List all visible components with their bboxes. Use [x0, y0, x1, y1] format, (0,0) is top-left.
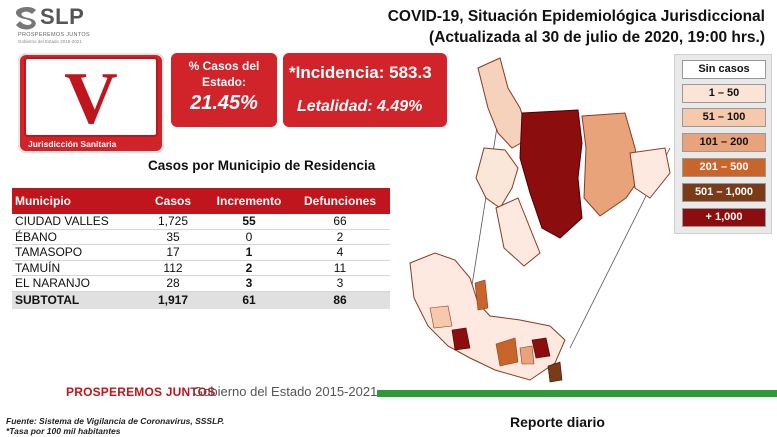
header-municipio: Municipio — [15, 194, 71, 208]
cell-defunciones: 11 — [333, 260, 347, 275]
map-state-region-b — [451, 327, 471, 351]
page-title: COVID-19, Situación Epidemiológica Juris… — [388, 6, 765, 48]
title-line-2: (Actualizada al 30 de julio de 2020, 19:… — [429, 29, 765, 46]
indicators-card: *Incidencia: 583.3 Letalidad: 4.49% — [283, 53, 447, 127]
cell-municipio: SUBTOTAL — [15, 293, 80, 307]
legend-item: 101 – 200 — [682, 133, 766, 152]
cell-municipio: CIUDAD VALLES — [15, 214, 109, 229]
state-percentage-label: % Casos del Estado: — [171, 58, 277, 90]
map-region-ciudad-valles — [519, 109, 583, 239]
map-state-region-a — [474, 279, 489, 311]
legend-item: Sin casos — [682, 60, 766, 79]
state-percentage-label-line-1: % Casos del — [188, 59, 260, 73]
lethality-value: Letalidad: 4.49% — [297, 98, 423, 115]
title-line-1: COVID-19, Situación Epidemiológica Juris… — [387, 8, 765, 25]
table-row: CIUDAD VALLES 1,725 55 66 — [12, 214, 390, 230]
map-legend: Sin casos 1 – 50 51 – 100 101 – 200 201 … — [674, 54, 772, 234]
footer-gobierno: Gobierno del Estado 2015-2021 — [193, 384, 378, 399]
legend-item: 201 – 500 — [682, 158, 766, 177]
state-percentage-label-line-2: Estado: — [201, 75, 246, 89]
table-row: TAMUÍN 112 2 11 — [12, 260, 390, 276]
cases-table: Municipio Casos Incremento Defunciones C… — [12, 188, 390, 309]
cell-defunciones: 2 — [336, 229, 344, 244]
cell-incremento: 61 — [242, 293, 256, 307]
logo-tagline: PROSPEREMOS JUNTOS — [18, 32, 90, 38]
cell-casos: 1,725 — [157, 214, 189, 229]
zoom-line-left — [469, 107, 501, 299]
cell-defunciones: 86 — [333, 293, 347, 307]
map-state-region-f — [547, 361, 563, 383]
map-state-region-e — [519, 345, 535, 365]
logo-wordmark: SLP — [40, 4, 85, 29]
cell-municipio: EL NARANJO — [15, 276, 90, 291]
map-region-east — [581, 112, 641, 217]
report-label: Reporte diario — [510, 414, 605, 430]
header-defunciones: Defunciones — [303, 194, 376, 208]
slp-logo: SLP PROSPEREMOS JUNTOS Gobierno del Esta… — [14, 4, 124, 46]
legend-item: 51 – 100 — [682, 108, 766, 127]
cell-incremento: 2 — [245, 260, 253, 275]
source-note: Fuente: Sistema de Vigilancia de Coronav… — [6, 416, 225, 426]
map-state-region-d — [531, 337, 551, 359]
cell-defunciones: 3 — [336, 276, 344, 291]
cell-defunciones: 66 — [333, 214, 347, 229]
cell-incremento: 1 — [245, 245, 253, 260]
jurisdiction-caption: Jurisdicción Sanitaria — [28, 139, 117, 149]
cell-casos: 17 — [166, 245, 180, 260]
table-row: ÉBANO 35 0 2 — [12, 229, 390, 245]
table-title: Casos por Municipio de Residencia — [148, 158, 376, 173]
cell-casos: 112 — [163, 260, 183, 275]
table-header-row: Municipio Casos Incremento Defunciones — [12, 188, 390, 214]
jurisdiction-letter: V — [64, 58, 118, 140]
cell-incremento: 3 — [245, 276, 253, 291]
table-subtotal-row: SUBTOTAL 1,917 61 86 — [12, 291, 390, 309]
legend-item: + 1,000 — [682, 208, 766, 227]
cell-municipio: TAMUÍN — [15, 260, 61, 275]
cell-municipio: TAMASOPO — [15, 245, 83, 260]
jurisdiction-letter-frame: V — [24, 57, 158, 140]
cell-incremento: 0 — [245, 229, 253, 244]
cell-municipio: ÉBANO — [15, 229, 58, 244]
slp-logo-icon — [15, 7, 36, 30]
cell-casos: 28 — [166, 276, 180, 291]
header-incremento: Incremento — [216, 194, 282, 208]
cell-casos: 35 — [166, 229, 180, 244]
jurisdiction-card: V Jurisdicción Sanitaria — [18, 53, 164, 153]
cell-incremento: 55 — [242, 214, 256, 229]
choropleth-map — [409, 57, 671, 383]
map-region-west-b — [495, 197, 541, 267]
logo-subtitle: Gobierno del Estado 2015-2021 — [18, 39, 82, 44]
incidence-value: *Incidencia: 583.3 — [289, 63, 432, 82]
cell-casos: 1,917 — [157, 293, 189, 307]
table-row: EL NARANJO 28 3 3 — [12, 276, 390, 292]
map-state-region-g — [429, 305, 453, 329]
map-region-far-east — [629, 147, 671, 199]
footer-prosperemos: PROSPEREMOS JUNTOS — [66, 385, 216, 399]
state-percentage-card: % Casos del Estado: 21.45% — [171, 53, 277, 127]
legend-item: 501 – 1,000 — [682, 183, 766, 202]
map-region-west-a — [475, 147, 519, 209]
header-casos: Casos — [154, 194, 192, 208]
footer-divider — [377, 390, 777, 397]
state-percentage-value: 21.45% — [190, 92, 258, 114]
legend-item: 1 – 50 — [682, 84, 766, 103]
cell-defunciones: 4 — [336, 245, 344, 260]
rate-note: *Tasa por 100 mil habitantes — [6, 426, 121, 436]
map-state-region-c — [495, 337, 519, 367]
table-row: TAMASOPO 17 1 4 — [12, 245, 390, 261]
